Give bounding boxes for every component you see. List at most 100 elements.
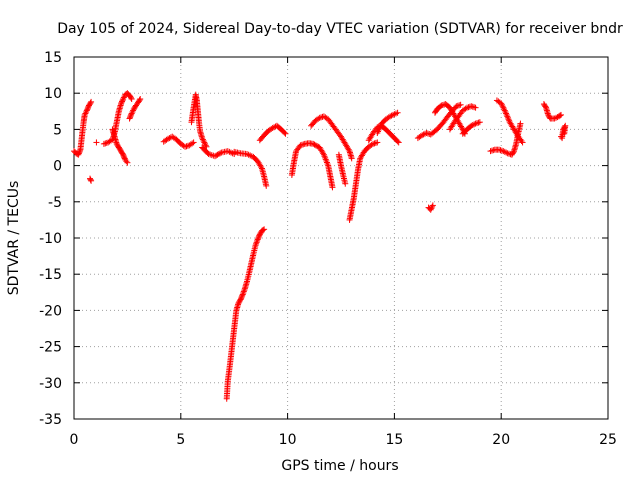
y-tick-label: -30 [39, 376, 62, 392]
data-point [120, 151, 127, 158]
data-point [238, 294, 245, 301]
data-point [128, 110, 135, 117]
data-point [498, 101, 505, 108]
x-tick-label: 20 [492, 432, 510, 448]
data-point [81, 111, 88, 118]
x-tick-label: 5 [176, 432, 185, 448]
data-point [83, 107, 90, 114]
data-point [462, 105, 469, 112]
x-axis-label: GPS time / hours [281, 458, 398, 474]
data-point [501, 148, 508, 155]
data-point [211, 153, 218, 160]
data-point [255, 235, 262, 242]
data-point [320, 150, 327, 157]
data-point [553, 114, 560, 121]
y-tick-label: 15 [44, 50, 62, 66]
data-point [503, 110, 510, 117]
data-point [503, 149, 510, 156]
data-point [127, 94, 134, 101]
data-point [202, 140, 209, 147]
data-point [127, 113, 134, 120]
data-point [342, 180, 349, 187]
data-point [500, 104, 507, 111]
data-point [282, 130, 289, 137]
data-point [506, 117, 513, 124]
data-point [126, 115, 133, 122]
data-point [281, 129, 288, 136]
data-point [502, 109, 509, 116]
y-tick-label: -25 [39, 340, 62, 356]
y-axis-label: SDTVAR / TECUs [6, 181, 22, 296]
data-point [253, 240, 260, 247]
data-point [499, 103, 506, 110]
data-point [314, 143, 321, 150]
data-point [394, 138, 401, 145]
x-axis: 0 5 10 15 20 25 [70, 57, 617, 448]
data-point [551, 115, 558, 122]
y-tick-label: -20 [39, 303, 62, 319]
data-point [75, 151, 82, 158]
data-point [542, 103, 549, 110]
grid-lines [74, 57, 608, 419]
data-point [510, 149, 517, 156]
data-point [457, 101, 464, 108]
y-tick-label: 0 [53, 159, 62, 175]
data-point [189, 140, 196, 147]
data-point [120, 153, 127, 160]
data-point [254, 237, 261, 244]
data-point [315, 115, 322, 122]
y-tick-label: -10 [39, 231, 62, 247]
data-point [427, 206, 434, 213]
data-point [118, 99, 125, 106]
data-point [88, 177, 95, 184]
data-point [93, 139, 100, 146]
x-tick-label: 15 [385, 432, 403, 448]
data-point [123, 158, 130, 165]
data-point [119, 98, 126, 105]
data-point [199, 136, 206, 143]
data-point [394, 109, 401, 116]
data-point [374, 139, 381, 146]
data-point [429, 203, 436, 210]
data-point [556, 112, 563, 119]
data-point [468, 122, 475, 129]
data-point [419, 132, 426, 139]
data-point [239, 292, 246, 299]
data-point [214, 151, 221, 158]
data-point [83, 109, 90, 116]
y-tick-label: -35 [39, 412, 62, 428]
data-point [121, 154, 128, 161]
data-point [504, 114, 511, 121]
data-point [395, 139, 402, 146]
data-point [76, 147, 83, 154]
data-point [217, 150, 224, 157]
data-point [253, 239, 260, 246]
data-point [76, 149, 83, 156]
data-point [472, 104, 479, 111]
data-point [428, 205, 435, 212]
data-point [130, 107, 137, 114]
data-point [558, 111, 565, 118]
data-point [505, 116, 512, 123]
data-point [469, 122, 476, 129]
data-point [254, 236, 261, 243]
data-point [201, 139, 208, 146]
data-point [213, 152, 220, 159]
data-point [190, 139, 197, 146]
data-point [127, 114, 134, 121]
data-point [261, 226, 268, 233]
x-tick-label: 0 [70, 432, 79, 448]
data-point [517, 120, 524, 127]
y-axis: 15 10 5 0 -5 -10 -15 -20 -25 -30 -35 [39, 50, 608, 428]
data-point [500, 148, 507, 155]
data-point [519, 139, 526, 146]
data-point [237, 296, 244, 303]
data-point [88, 98, 95, 105]
data-point [238, 295, 245, 302]
data-point [501, 106, 508, 113]
data-point [471, 121, 478, 128]
data-point [164, 135, 171, 142]
data-point [311, 141, 318, 148]
data-point [420, 131, 427, 138]
